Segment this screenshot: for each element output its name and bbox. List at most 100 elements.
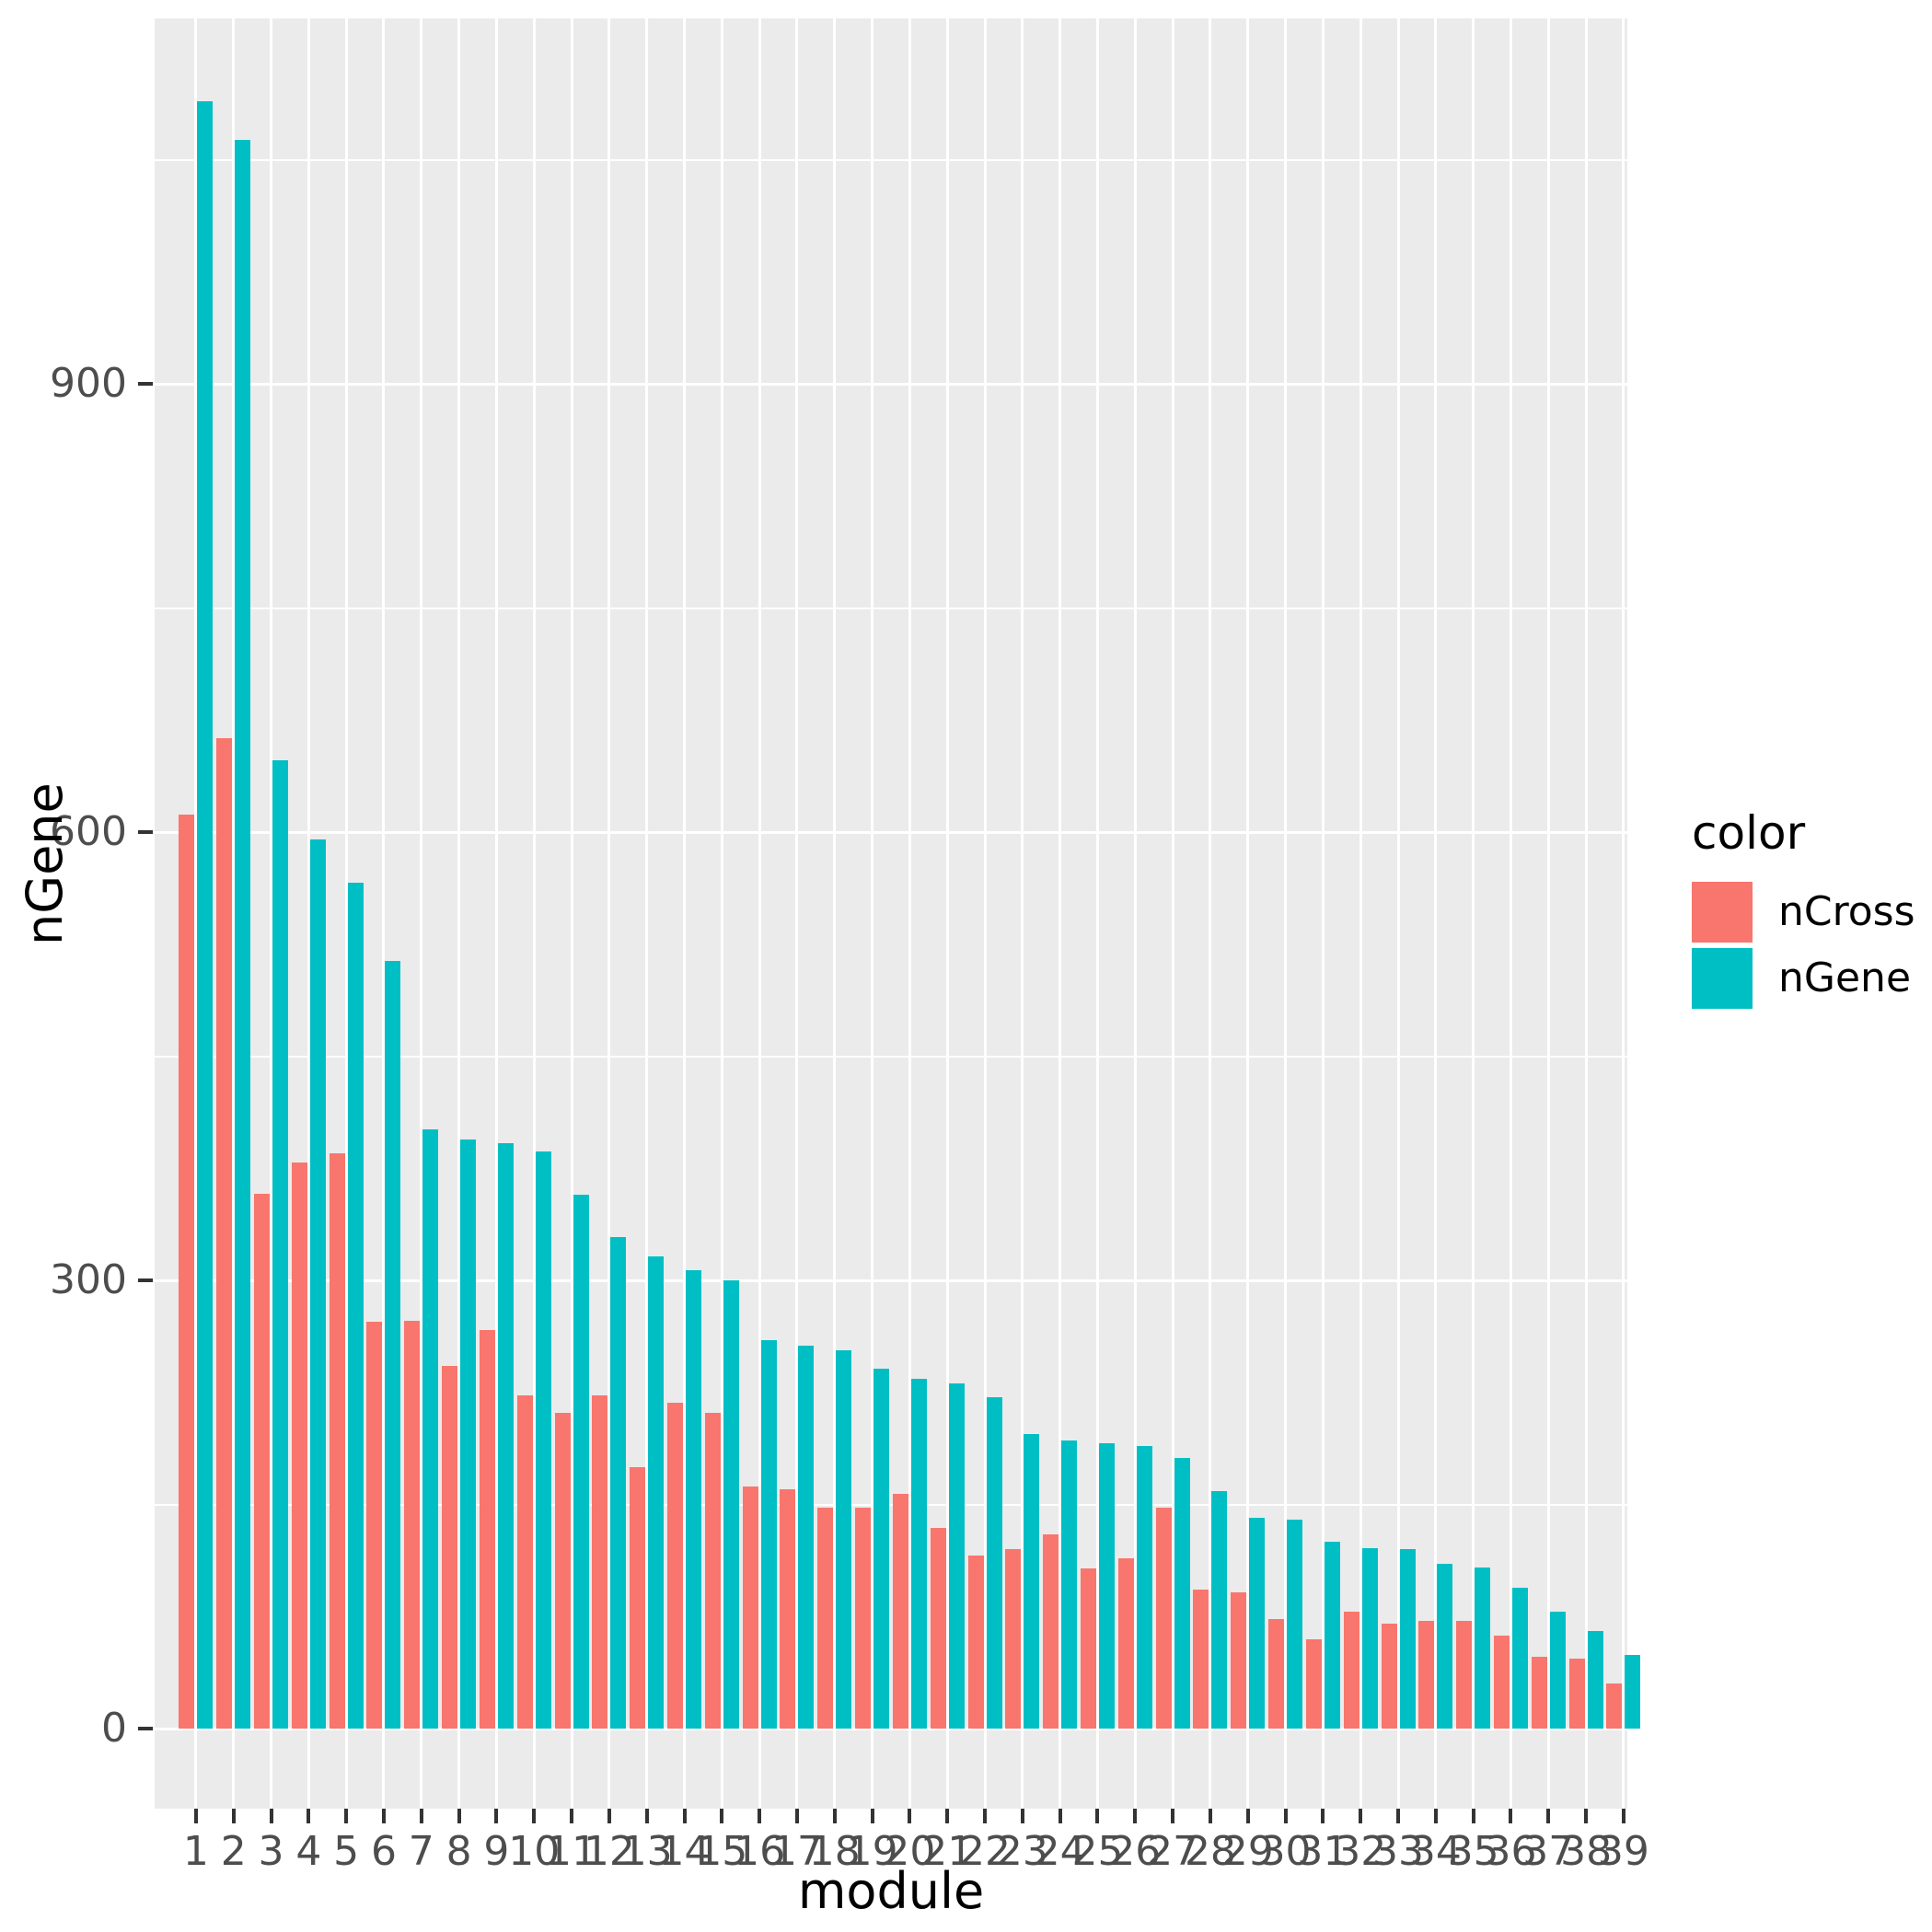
y-tick-label-900: 900 [50,360,127,407]
bar-nGene-20 [910,1379,927,1729]
bar-nGene-14 [686,1269,701,1729]
x-tick-mark-34 [1433,1809,1438,1823]
x-tick-mark-33 [1396,1809,1401,1823]
gridline-x-3 [270,18,273,1809]
gridline-major-900 [155,382,1627,386]
x-tick-mark-25 [1095,1809,1100,1823]
x-tick-label-37: 37 [1522,1828,1575,1875]
bar-nGene-32 [1361,1547,1378,1729]
gridline-minor-150 [155,1503,1627,1506]
x-tick-mark-24 [1058,1809,1062,1823]
gridline-x-32 [1359,18,1362,1809]
bar-nCross-2 [216,737,233,1729]
bar-nGene-11 [573,1195,589,1729]
x-tick-mark-36 [1509,1809,1513,1823]
bar-nCross-10 [516,1394,533,1729]
x-axis-title: module [797,1862,985,1920]
bar-nGene-2 [235,140,251,1729]
x-tick-mark-22 [983,1809,988,1823]
bar-nCross-7 [404,1320,421,1729]
bar-nCross-18 [817,1507,834,1729]
bar-nCross-34 [1418,1621,1435,1729]
bar-nGene-17 [798,1346,815,1729]
gridline-major-300 [155,1278,1627,1282]
x-tick-label-9: 9 [483,1828,510,1875]
x-tick-label-36: 36 [1485,1828,1537,1875]
legend-title: color [1692,806,1806,860]
x-tick-mark-19 [870,1809,874,1823]
bar-nGene-29 [1249,1518,1266,1729]
x-tick-label-4: 4 [295,1828,322,1875]
x-tick-mark-4 [307,1809,311,1823]
x-tick-mark-7 [419,1809,423,1823]
gridline-x-24 [1059,18,1062,1809]
gridline-x-26 [1133,18,1137,1809]
x-tick-label-20: 20 [884,1828,936,1875]
x-tick-mark-32 [1359,1809,1363,1823]
x-tick-label-1: 1 [182,1828,209,1875]
x-tick-mark-18 [832,1809,837,1823]
gridline-x-7 [420,18,423,1809]
bar-nGene-35 [1475,1567,1491,1729]
x-tick-label-11: 11 [546,1828,598,1875]
bar-nCross-39 [1606,1683,1623,1729]
x-tick-label-31: 31 [1297,1828,1349,1875]
x-tick-mark-37 [1546,1809,1551,1823]
bar-nGene-23 [1024,1434,1040,1729]
bar-nGene-38 [1587,1631,1603,1729]
legend: color nCross nGene [1692,810,1915,1014]
bar-nGene-15 [723,1280,739,1729]
gridline-x-25 [1095,18,1099,1809]
bar-nCross-5 [329,1153,345,1729]
legend-item-ngene: nGene [1692,948,1915,1009]
bar-nGene-26 [1136,1446,1152,1729]
gridline-x-34 [1434,18,1438,1809]
bar-nCross-26 [1117,1557,1134,1729]
bar-nCross-29 [1231,1592,1247,1729]
gridline-x-15 [720,18,723,1809]
x-tick-label-21: 21 [921,1828,974,1875]
x-tick-mark-31 [1321,1809,1325,1823]
gridline-x-16 [758,18,761,1809]
legend-label-ngene: nGene [1778,954,1912,1001]
x-tick-label-2: 2 [220,1828,247,1875]
gridline-x-18 [833,18,837,1809]
x-tick-label-7: 7 [408,1828,434,1875]
gridline-x-31 [1321,18,1325,1809]
bar-nGene-28 [1211,1490,1228,1729]
bar-nCross-14 [667,1403,683,1729]
gridline-x-1 [194,18,198,1809]
x-tick-label-32: 32 [1335,1828,1387,1875]
gridline-x-30 [1284,18,1288,1809]
bar-nGene-13 [648,1256,665,1729]
x-tick-label-22: 22 [959,1828,1012,1875]
x-tick-mark-29 [1245,1809,1250,1823]
y-tick-mark-0 [138,1727,153,1730]
bar-nCross-25 [1080,1568,1096,1729]
gridline-x-11 [570,18,573,1809]
bar-nGene-10 [535,1151,551,1729]
bar-nCross-11 [554,1413,571,1729]
x-tick-mark-15 [720,1809,724,1823]
x-tick-label-8: 8 [445,1828,472,1875]
bar-nCross-20 [892,1494,908,1729]
x-tick-label-38: 38 [1560,1828,1613,1875]
x-tick-mark-8 [457,1809,461,1823]
bar-nCross-32 [1343,1612,1359,1729]
x-tick-label-24: 24 [1034,1828,1086,1875]
bar-nCross-23 [1005,1549,1022,1729]
gridline-x-8 [457,18,461,1809]
gridline-minor-1050 [155,158,1627,161]
x-tick-label-29: 29 [1221,1828,1274,1875]
legend-label-ncross: nCross [1778,888,1915,935]
x-tick-label-35: 35 [1447,1828,1499,1875]
bar-nCross-8 [442,1365,458,1729]
gridline-x-23 [1021,18,1024,1809]
bar-nCross-27 [1155,1507,1172,1729]
x-tick-label-19: 19 [846,1828,898,1875]
x-tick-label-25: 25 [1071,1828,1124,1875]
gridline-x-9 [494,18,498,1809]
x-tick-mark-14 [682,1809,687,1823]
bar-nCross-1 [179,814,195,1729]
bar-nGene-34 [1437,1564,1453,1729]
